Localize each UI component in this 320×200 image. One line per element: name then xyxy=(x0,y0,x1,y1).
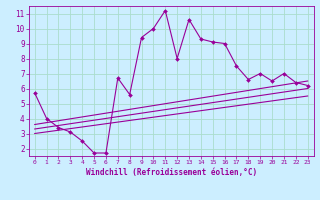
X-axis label: Windchill (Refroidissement éolien,°C): Windchill (Refroidissement éolien,°C) xyxy=(86,168,257,177)
